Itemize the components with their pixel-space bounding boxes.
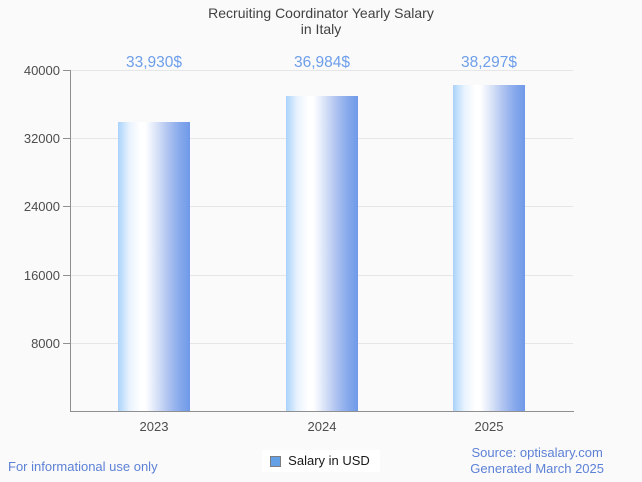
- gridline-40000: [70, 70, 573, 71]
- value-label-2025: 38,297$: [460, 54, 518, 71]
- legend-entry: Salary in USD: [262, 450, 380, 472]
- y-axis-line: [70, 70, 71, 411]
- x-axis-label-2023: 2023: [139, 419, 169, 434]
- y-axis-label: 32000: [23, 131, 60, 146]
- legend-label: Salary in USD: [288, 453, 370, 468]
- value-label-2023: 33,930$: [125, 54, 183, 71]
- y-tick-32000: [63, 138, 70, 139]
- y-tick-40000: [63, 70, 70, 71]
- chart-title-line2: in Italy: [300, 21, 342, 37]
- y-tick-24000: [63, 206, 70, 207]
- y-axis-label: 24000: [23, 199, 60, 214]
- x-axis-line: [70, 411, 574, 412]
- chart-title: Recruiting Coordinator Yearly Salary in …: [0, 5, 642, 37]
- bar-2025[interactable]: [453, 85, 525, 411]
- source-text: Source: optisalary.com: [471, 445, 603, 460]
- disclaimer-text: For informational use only: [8, 459, 158, 474]
- value-label-2024: 36,984$: [293, 54, 351, 71]
- chart-title-line1: Recruiting Coordinator Yearly Salary: [208, 5, 434, 21]
- x-axis-label-2024: 2024: [307, 419, 337, 434]
- source-attribution: Source: optisalary.com Generated March 2…: [470, 445, 604, 477]
- legend: Salary in USD: [0, 450, 642, 472]
- bar-2023[interactable]: [118, 122, 190, 411]
- generated-text: Generated March 2025: [470, 461, 604, 476]
- bar-2024[interactable]: [286, 96, 358, 411]
- legend-square-icon: [270, 455, 282, 467]
- y-axis-label: 8000: [31, 336, 60, 351]
- y-tick-8000: [63, 343, 70, 344]
- y-tick-16000: [63, 275, 70, 276]
- x-axis-label-2025: 2025: [474, 419, 504, 434]
- y-axis-label: 40000: [23, 63, 60, 78]
- y-axis-label: 16000: [23, 268, 60, 283]
